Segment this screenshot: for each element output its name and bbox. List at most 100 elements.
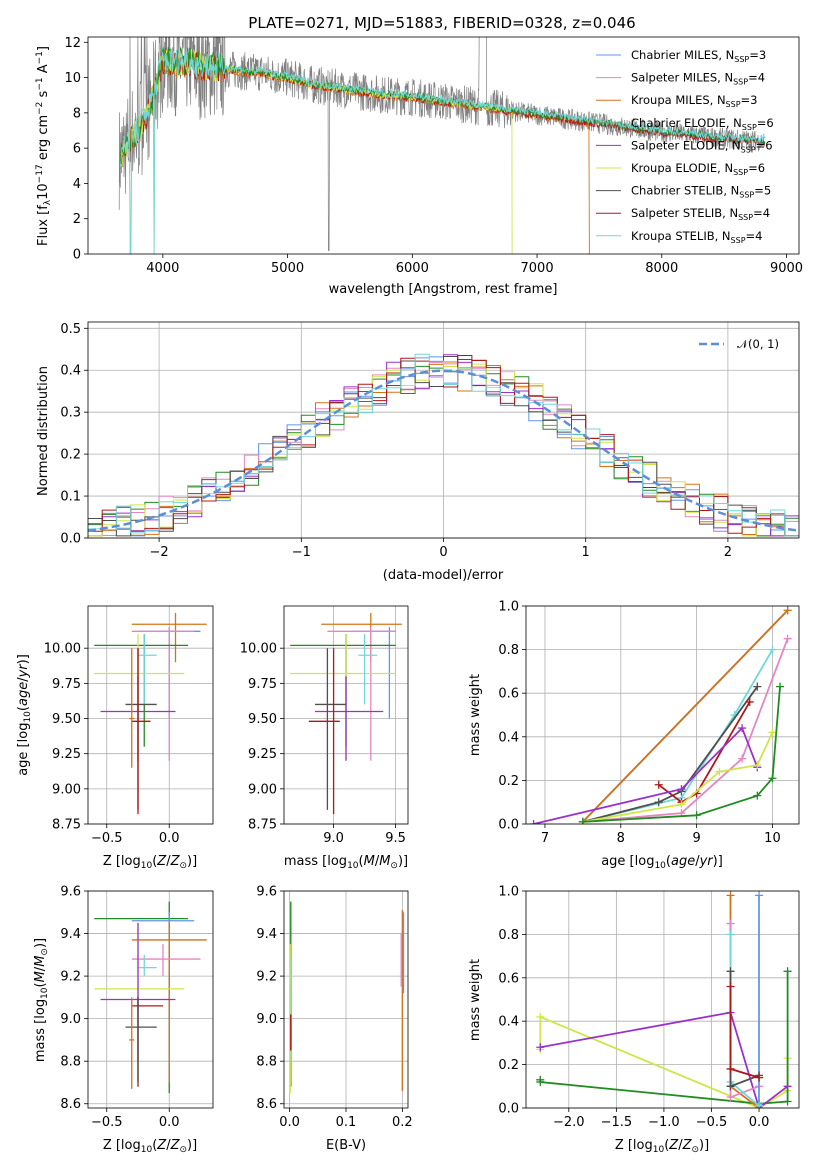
y-tick-label: 8.8 (60, 1055, 81, 1070)
y-tick-label: 0.6 (498, 971, 519, 986)
axes-frame (87, 36, 800, 255)
y-tick-label: 0.4 (498, 1015, 519, 1030)
y-tick-label: 0 (73, 248, 81, 263)
weight-line (533, 726, 759, 824)
x-axis-label: wavelength [Angstrom, rest frame] (329, 282, 558, 297)
axes-frame (87, 890, 214, 1109)
plus-marker (776, 682, 785, 691)
plus-marker (654, 780, 663, 789)
axes-mass_vs_Z: −0.5 0.0 8.6 8.8 9.0 9.2 9.4 9.6 Z [log10(Z/Z⊙)]… (33, 885, 214, 1155)
y-tick-label: 0.2 (498, 1058, 519, 1073)
x-axis-label: Z [log10(Z/Z⊙)] (103, 854, 197, 871)
plus-marker (677, 800, 686, 809)
y-tick-label: 10.00 (240, 642, 277, 657)
x-tick-label: 9000 (770, 261, 803, 276)
plot-area (289, 901, 405, 1094)
weight-line (582, 686, 759, 823)
axes-spectrum: 4000 5000 6000 7000 8000 9000 0 2 4 6 8 10 12 wavelen… (35, 36, 803, 297)
axes-frame (525, 890, 800, 1109)
plus-marker (768, 774, 777, 783)
y-tick-label: 0.4 (60, 364, 81, 379)
x-tick-label: 2 (724, 545, 732, 560)
axes-age_vs_Z: −0.5 0.0 8.75 9.00 9.25 9.50 9.75 10.00 Z [log10… (16, 605, 214, 871)
x-tick-label: 8000 (645, 261, 678, 276)
plus-marker (726, 967, 735, 976)
x-tick-label: −0.5 (91, 831, 123, 846)
plot-area (529, 606, 792, 824)
y-tick-label: 10.00 (44, 642, 81, 657)
weight-line (582, 732, 774, 823)
plot-area (536, 891, 792, 1108)
y-tick-label: 0.0 (498, 1102, 519, 1117)
y-tick-label: 0.3 (60, 406, 81, 421)
x-tick-label: 8 (617, 831, 625, 846)
weight-line (729, 986, 760, 1079)
plus-marker (753, 761, 762, 770)
plus-marker (783, 634, 792, 643)
y-tick-label: 9.75 (52, 677, 81, 692)
plus-marker (536, 1077, 545, 1086)
y-tick-label: 0.0 (498, 818, 519, 833)
x-tick-label: 5000 (271, 261, 304, 276)
legend-label: Kroupa ELODIE, NSSP=6 (631, 161, 765, 177)
plus-marker (745, 697, 754, 706)
y-tick-label: 9.25 (248, 747, 277, 762)
y-tick-label: 9.25 (52, 747, 81, 762)
y-tick-label: 9.4 (60, 927, 81, 942)
x-tick-label: 9.5 (385, 831, 406, 846)
y-tick-label: 8.8 (256, 1055, 277, 1070)
x-axis-label: mass [log10(M/M⊙)] (284, 854, 408, 871)
plus-marker (738, 754, 747, 763)
figure-title: PLATE=0271, MJD=51883, FIBERID=0328, z=0… (248, 14, 635, 32)
plot-area (94, 901, 207, 1094)
x-tick-label: 9 (692, 831, 700, 846)
x-tick-label: 7000 (521, 261, 554, 276)
y-tick-label: 0.5 (60, 322, 81, 337)
plus-marker (753, 791, 762, 800)
legend-label: Salpeter STELIB, NSSP=4 (631, 206, 770, 222)
plus-marker (677, 785, 686, 794)
x-tick-label: 0.0 (159, 831, 180, 846)
plus-marker (715, 767, 724, 776)
y-tick-label: 9.6 (256, 885, 277, 900)
legend-label: Chabrier MILES, NSSP=3 (631, 48, 766, 64)
axes-massweight_vs_Z: −2.0 −1.5 −1.0 −0.5 0.0 0.0 0.2 0.4 0.6 0.8 1.0 Z [… (468, 885, 800, 1155)
plus-marker (755, 1101, 764, 1108)
y-axis-label: Flux [fλ10−17 erg cm−2 s−1 A−1] (35, 46, 53, 246)
weight-line (540, 1011, 789, 1108)
legend-label: Salpeter MILES, NSSP=4 (631, 71, 765, 87)
weight-line (582, 649, 774, 823)
x-tick-label: −1.5 (601, 1115, 633, 1130)
legend-label: Kroupa STELIB, NSSP=4 (631, 229, 762, 245)
axes-frame (283, 605, 409, 825)
plus-marker (726, 1064, 735, 1073)
y-axis-label: mass weight (468, 674, 483, 756)
y-tick-label: 9.0 (60, 1012, 81, 1027)
legend-label: Salpeter ELODIE, NSSP=6 (631, 138, 773, 154)
x-tick-label: 1 (582, 545, 590, 560)
y-tick-label: 9.6 (60, 885, 81, 900)
model-spectrum (119, 48, 766, 254)
x-tick-label: 7 (541, 831, 549, 846)
x-tick-label: 0.0 (749, 1115, 770, 1130)
plus-marker (783, 1082, 792, 1091)
plus-marker (578, 817, 587, 824)
y-tick-label: 8.6 (60, 1097, 81, 1112)
y-tick-label: 1.0 (498, 600, 519, 615)
y-tick-label: 0.6 (498, 687, 519, 702)
axes-massweight_vs_age: 7 8 9 10 0.0 0.2 0.4 0.6 0.8 1.0 age [log10(age/yr… (468, 600, 800, 871)
x-tick-label: 10 (764, 831, 781, 846)
x-axis-label: age [log10(age/yr)] (601, 854, 723, 871)
y-tick-label: 0.1 (60, 490, 81, 505)
legend-label: Kroupa MILES, NSSP=3 (631, 93, 757, 109)
plus-marker (783, 1097, 792, 1106)
legend: Chabrier MILES, NSSP=3 Salpeter MILES, NS… (596, 48, 774, 245)
plus-marker (726, 891, 735, 900)
y-tick-label: 9.75 (248, 677, 277, 692)
x-tick-label: 0.0 (279, 1115, 300, 1130)
y-tick-label: 9.00 (52, 782, 81, 797)
axes-age_vs_mass: 9.0 9.5 8.75 9.00 9.25 9.50 9.75 10.00 mass [log… (240, 605, 409, 871)
plus-marker (738, 724, 747, 733)
y-tick-label: 8.6 (256, 1097, 277, 1112)
x-tick-label: −0.5 (696, 1115, 728, 1130)
